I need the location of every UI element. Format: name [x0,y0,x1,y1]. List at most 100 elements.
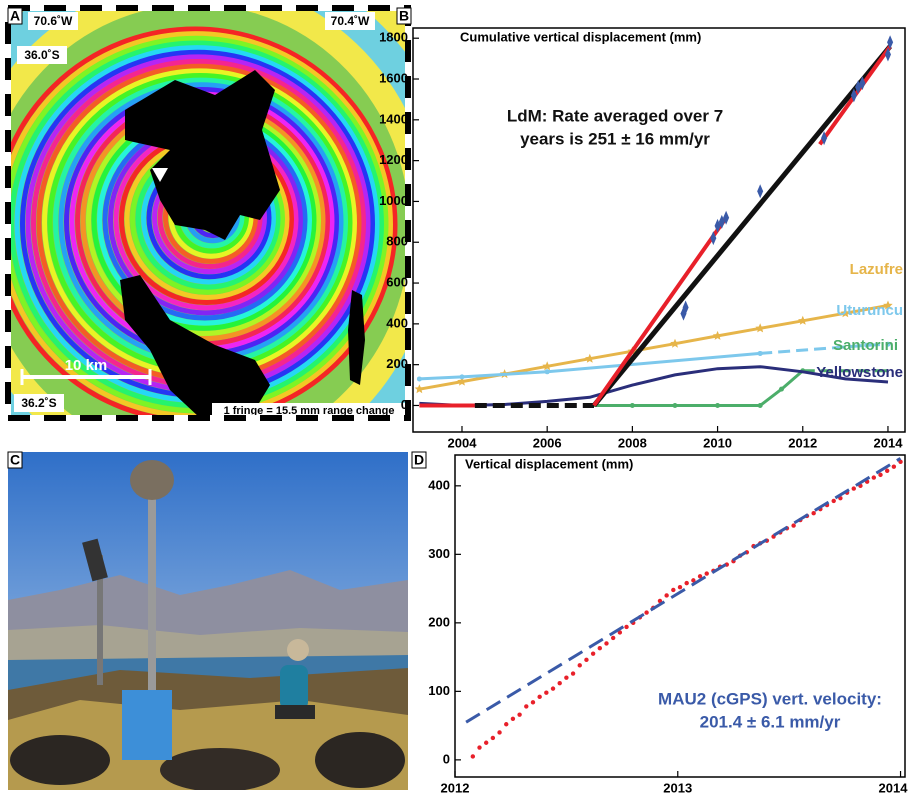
data-point [542,361,552,371]
data-point [714,218,721,233]
series-label: Uturuncu [836,302,903,319]
y-tick-label: 800 [386,234,408,249]
data-point [517,712,522,717]
data-point [691,578,696,583]
label-box [14,394,64,412]
data-point [851,486,856,491]
data-point [670,338,680,348]
data-point [629,402,635,408]
data-point [878,472,883,478]
annotation: years is 251 ± 16 mm/yr [520,129,710,148]
data-point [821,131,828,146]
annotation: MAU2 (cGPS) vert. velocity: [658,689,882,708]
data-point [617,630,623,635]
series-label: Yellowstone [816,364,903,381]
y-tick-label: 300 [428,546,450,561]
data-point [459,374,465,380]
data-point [483,740,489,745]
latitude-label: 36.2˚S [21,396,56,410]
data-point [585,353,595,363]
panel-letter: D [414,452,424,468]
data-point [510,716,516,721]
y-tick-label: 1800 [379,30,408,45]
data-point [871,475,877,480]
data-point [557,680,562,686]
data-point [416,376,422,382]
plot-frame [412,27,906,433]
series-line [592,216,728,407]
series-label: Lazufre [850,261,903,278]
data-point [791,523,796,528]
data-point [470,754,476,759]
data-point [664,593,669,598]
y-tick-label: 400 [386,315,408,330]
data-point [757,350,763,356]
data-point [778,386,784,392]
map-labels: 70.6˚W 70.4˚W 36.0˚S 36.2˚S 10 km 1 frin… [5,5,411,421]
data-point [524,704,529,709]
y-tick-label: 400 [428,477,450,492]
data-point [710,231,717,246]
plot-frame [454,454,906,778]
panel-letter: B [399,8,409,24]
annotation: LdM: Rate averaged over 7 [507,106,723,125]
data-point [544,369,550,375]
data-point [490,735,496,741]
series-line [419,351,761,381]
longitude-label: 70.4˚W [331,14,370,28]
chart: Cumulative vertical displacement (mm) 0 20… [379,27,906,450]
data-point [798,315,808,325]
x-tick-label: 2012 [441,780,470,795]
data-point [757,184,764,199]
data-point [884,47,891,62]
data-point [671,587,676,593]
x-tick-label: 2013 [663,780,692,795]
series-line [592,44,893,408]
data-point [530,700,536,705]
data-point [840,308,851,318]
label-box [325,12,375,30]
map-frame [5,5,411,421]
data-point [855,80,862,95]
data-point [811,511,816,516]
data-point [755,323,765,333]
data-point [584,657,589,663]
panel-letters: A B C D [7,7,427,469]
data-point [887,35,894,50]
data-point [704,571,709,576]
data-point [672,402,678,408]
data-point [604,641,609,646]
scale-label: 10 km [65,357,108,374]
label-box [212,403,406,418]
x-tick-label: 2006 [533,435,562,450]
data-point [718,214,725,229]
data-point [537,694,542,700]
data-point [723,210,730,225]
data-point [544,690,549,695]
data-point [624,624,629,630]
data-point [657,598,663,604]
series-label: Santorini [833,337,898,354]
volcano-terrain [120,275,270,418]
label-box [28,12,78,30]
data-point [504,722,509,727]
longitude-label: 70.6˚W [34,14,73,28]
panel-letter-box [7,451,23,469]
data-point [590,651,596,656]
data-point [831,498,836,504]
data-point [697,574,703,579]
latitude-label: 36.0˚S [24,48,59,62]
x-tick-label: 2004 [448,435,478,450]
data-point [564,675,569,680]
data-point [864,342,870,348]
y-tick-label: 200 [428,614,450,629]
x-tick-label: 2010 [703,435,732,450]
site-photo [8,452,408,790]
y-tick-label: 0 [401,397,408,412]
data-point [550,686,556,691]
data-point [850,88,857,103]
fringe-note: 1 fringe = 15.5 mm range change [224,405,395,417]
chart: Vertical displacement (mm) 0 100 200 300 400 2… [428,454,908,795]
data-point [597,646,603,651]
